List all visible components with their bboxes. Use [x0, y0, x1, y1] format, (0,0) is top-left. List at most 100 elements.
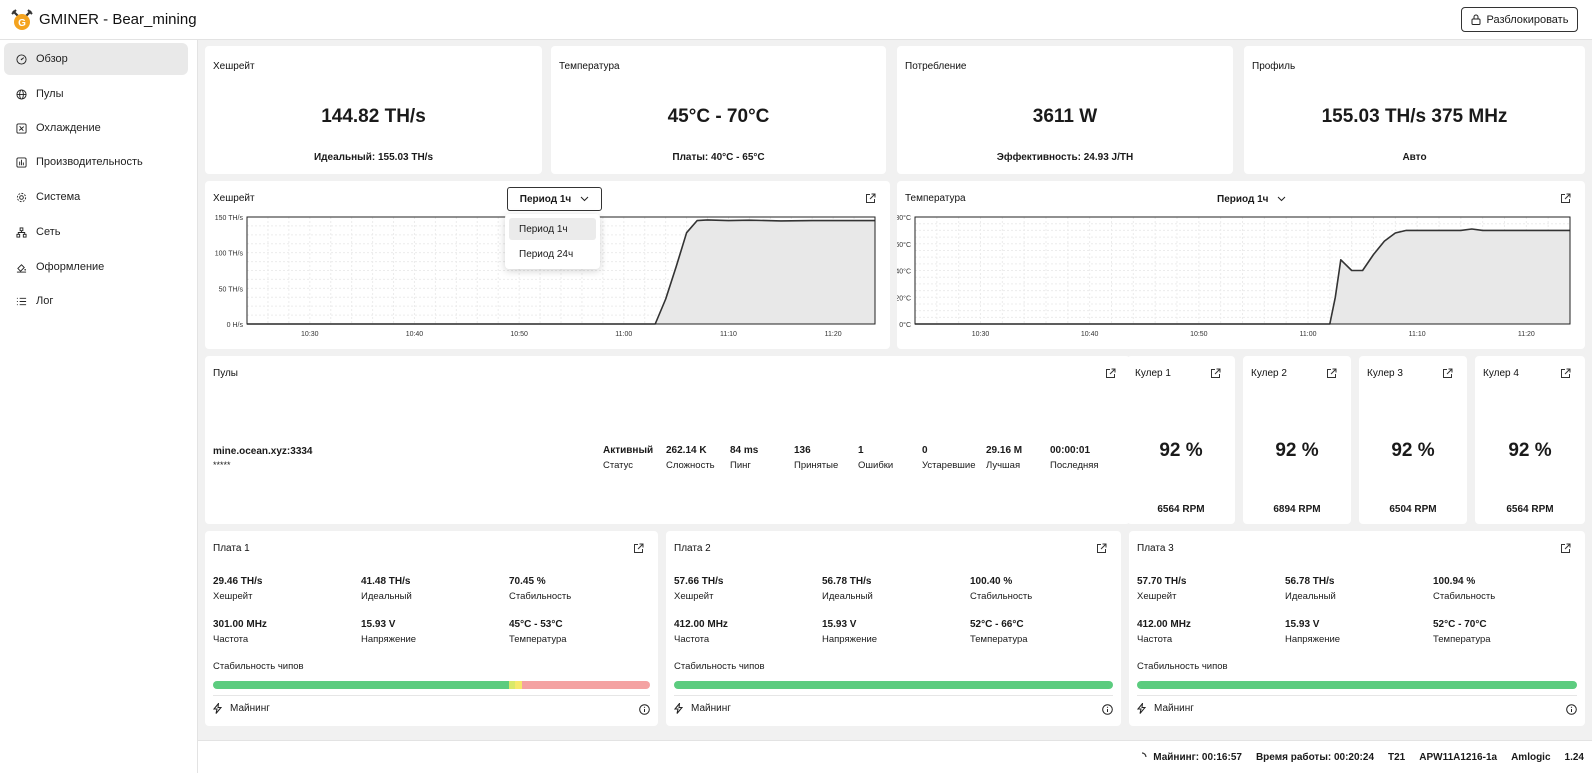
period-select-value: Период 1ч: [1217, 193, 1269, 205]
sidebar-item-pools[interactable]: Пулы: [4, 78, 188, 110]
board-stat: 57.66 TH/s Хешрейт: [674, 576, 723, 602]
x-tick-label: 10:40: [1081, 331, 1099, 338]
board-status-label: Майнинг: [691, 703, 731, 714]
board-stat: 412.00 MHz Частота: [674, 619, 728, 645]
external-link-icon[interactable]: [1105, 368, 1116, 379]
board-stat: 15.93 V Напряжение: [361, 619, 416, 645]
board-stat-value: 41.48 TH/s: [361, 576, 411, 587]
temperature-value: 45°C - 70°C: [667, 106, 770, 127]
external-link-icon[interactable]: [1326, 368, 1337, 379]
period-option-24h[interactable]: Период 24ч: [519, 248, 574, 260]
pool-stat: 262.14 K Сложность: [666, 445, 715, 471]
uptime: Время работы: 00:20:24: [1255, 751, 1375, 763]
external-link-icon[interactable]: [633, 543, 644, 554]
chip-stability-segment: [515, 681, 522, 689]
chart-title: Температура: [905, 193, 966, 204]
y-tick-label: 80°C: [897, 214, 911, 222]
pool-stat-label: Сложность: [666, 460, 715, 471]
hashrate-value: 144.82 TH/s: [321, 106, 426, 127]
board-stat-value: 52°C - 70°C: [1433, 619, 1487, 630]
external-link-icon[interactable]: [1210, 368, 1221, 379]
fan-rpm: 6504 RPM: [1389, 504, 1437, 515]
divider: [213, 695, 650, 696]
board-stat: 70.45 % Стабильность: [509, 576, 571, 602]
pool-stat-label: Принятые: [794, 460, 839, 471]
sidebar-item-label: Пулы: [36, 88, 64, 100]
card-title: Профиль: [1252, 61, 1296, 72]
pool-stat-label: Ошибки: [858, 460, 894, 471]
external-link-icon[interactable]: [1560, 368, 1571, 379]
pool-stat-value: Активный: [603, 445, 654, 456]
gminer-logo-icon: G: [11, 9, 33, 30]
sidebar-item-overview[interactable]: Обзор: [4, 43, 188, 75]
fan-rpm: 6564 RPM: [1506, 504, 1554, 515]
sidebar-item-appearance[interactable]: Оформление: [4, 251, 188, 283]
card-title: Плата 2: [674, 543, 711, 554]
sidebar-item-label: Производительность: [36, 156, 143, 168]
divider: [1137, 695, 1577, 696]
fan-card-1: Кулер 1 92 % 6564 RPM: [1127, 356, 1235, 524]
unlock-button[interactable]: Разблокировать: [1461, 7, 1578, 32]
chip-stability-label: Стабильность чипов: [1137, 661, 1228, 672]
sidebar-item-cooling[interactable]: Охлаждение: [4, 112, 188, 144]
board-stat-label: Стабильность: [1433, 591, 1496, 602]
series-line: [247, 219, 875, 325]
info-icon[interactable]: [1102, 704, 1113, 715]
info-icon[interactable]: [639, 704, 650, 715]
pool-url: mine.ocean.xyz:3334: [213, 446, 313, 457]
sidebar: Обзор Пулы Охлаждение Производительность…: [0, 40, 198, 773]
fan-speed-value: 92 %: [1159, 440, 1203, 461]
chip-stability-label: Стабильность чипов: [213, 661, 304, 672]
external-link-icon[interactable]: [1560, 193, 1571, 204]
period-select[interactable]: Период 1ч: [507, 187, 602, 211]
card-title: Потребление: [905, 61, 967, 72]
device-model: T21: [1388, 751, 1406, 763]
x-tick-label: 11:10: [720, 331, 737, 338]
board-stat: 56.78 TH/s Идеальный: [1285, 576, 1336, 602]
series-area: [247, 219, 875, 324]
spinner-icon: [1142, 752, 1147, 758]
board-stat: 41.48 TH/s Идеальный: [361, 576, 412, 602]
info-icon[interactable]: [1566, 704, 1577, 715]
board-stat-label: Напряжение: [822, 634, 878, 645]
board-stat: 45°C - 53°C Температура: [509, 619, 567, 645]
pool-stat-value: 84 ms: [730, 445, 759, 456]
board-stat: 15.93 V Напряжение: [1285, 619, 1340, 645]
period-dropdown: Период 1ч Период 24ч: [505, 214, 600, 269]
sidebar-item-network[interactable]: Сеть: [4, 216, 188, 248]
board-stat-value: 15.93 V: [822, 619, 857, 630]
board-stat-label: Хешрейт: [1137, 591, 1177, 602]
pool-stat-label: Последняя: [1050, 460, 1099, 471]
board-status: Майнинг: [1137, 703, 1194, 714]
fan-card-2: Кулер 2 92 % 6894 RPM: [1243, 356, 1351, 524]
chip-stability-label: Стабильность чипов: [674, 661, 765, 672]
external-link-icon[interactable]: [1560, 543, 1571, 554]
power-card: Потребление 3611 W Эффективность: 24.93 …: [897, 46, 1233, 174]
status-bar: Майнинг: 00:16:57 Время работы: 00:20:24…: [198, 740, 1592, 773]
external-link-icon[interactable]: [1442, 368, 1453, 379]
external-link-icon[interactable]: [1096, 543, 1107, 554]
app-title: GMINER - Bear_mining: [39, 11, 197, 28]
pool-stat: 29.16 M Лучшая: [986, 445, 1022, 471]
x-tick-label: 10:50: [1190, 331, 1208, 338]
fan-speed-value: 92 %: [1275, 440, 1319, 461]
board-card-2: Плата 2 57.66 TH/s Хешрейт 56.78 TH/s Идеа…: [666, 531, 1121, 726]
card-title: Пулы: [213, 368, 238, 379]
period-select[interactable]: Период 1ч: [1217, 191, 1286, 207]
period-option-1h[interactable]: Период 1ч: [509, 218, 596, 240]
pool-stat-label: Лучшая: [986, 460, 1021, 471]
board-stat: 56.78 TH/s Идеальный: [822, 576, 873, 602]
sidebar-item-log[interactable]: Лог: [4, 285, 188, 317]
board-stat-value: 57.70 TH/s: [1137, 576, 1187, 587]
temperature-chart: 0°C 20°C 40°C 60°C 80°C 10:30 10:40 10:50 11:00 1…: [897, 214, 1571, 338]
sidebar-item-performance[interactable]: Производительность: [4, 146, 188, 178]
pool-stat: 1 Ошибки: [858, 445, 893, 471]
board-stat-label: Напряжение: [361, 634, 417, 645]
external-link-icon[interactable]: [865, 193, 876, 204]
sidebar-item-system[interactable]: Система: [4, 181, 188, 213]
sidebar-item-label: Сеть: [36, 226, 61, 238]
board-status: Майнинг: [674, 703, 731, 714]
mining-time: Майнинг: 00:16:57: [1153, 751, 1242, 763]
lightning-icon: [1137, 703, 1146, 714]
board-stat-value: 57.66 TH/s: [674, 576, 724, 587]
